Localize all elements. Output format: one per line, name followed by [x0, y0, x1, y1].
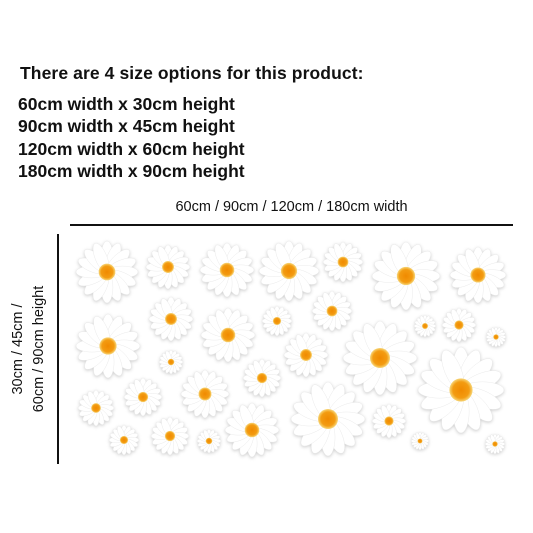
daisy-center: [384, 416, 394, 426]
daisy-center: [167, 358, 175, 366]
daisy-center: [256, 372, 268, 384]
daisy-center: [98, 263, 116, 281]
daisy-center: [449, 378, 473, 402]
daisy-center: [280, 262, 298, 280]
daisy-center: [137, 391, 149, 403]
daisy-center: [164, 430, 176, 442]
daisy-decal: [148, 296, 194, 342]
daisy-decal: [322, 241, 364, 283]
daisy-decal: [196, 428, 222, 454]
daisy-center: [300, 349, 312, 361]
daisy-center: [493, 334, 499, 340]
daisy-decal: [410, 431, 430, 451]
daisy-decal: [449, 246, 507, 304]
daisy-center: [165, 313, 177, 325]
size-option: 90cm width x 45cm height: [18, 116, 235, 137]
daisy-decal: [258, 240, 320, 302]
daisy-center: [396, 266, 416, 286]
daisy-decal: [342, 320, 418, 396]
daisy-decal: [311, 290, 353, 332]
size-options-heading: There are 4 size options for this produc…: [20, 63, 364, 83]
size-option: 120cm width x 60cm height: [18, 138, 245, 159]
daisy-center: [91, 403, 101, 413]
daisy-decal: [200, 307, 256, 363]
daisy-center: [198, 387, 212, 401]
daisy-center: [119, 435, 129, 445]
daisy-decal: [413, 314, 437, 338]
daisy-decal: [108, 424, 140, 456]
width-dimension-line: [70, 224, 513, 226]
daisy-center: [99, 337, 117, 355]
daisy-decal: [199, 242, 255, 298]
daisy-decal: [75, 313, 141, 379]
daisy-decal: [180, 369, 230, 419]
daisy-decal: [224, 402, 280, 458]
daisy-center: [454, 320, 464, 330]
daisy-decal: [441, 307, 477, 343]
daisy-decal: [75, 240, 139, 304]
daisy-decal: [145, 244, 191, 290]
daisy-center: [272, 316, 282, 326]
daisy-center: [220, 327, 236, 343]
daisy-decal: [371, 241, 441, 311]
daisy-decal: [242, 358, 282, 398]
daisy-center: [318, 409, 338, 429]
daisy-center: [492, 441, 498, 447]
daisy-decal: [77, 389, 115, 427]
daisy-decal: [290, 381, 366, 457]
daisy-center: [422, 323, 428, 329]
daisy-decal: [261, 305, 293, 337]
daisy-decal: [283, 332, 329, 378]
daisy-decal: [484, 433, 506, 455]
daisy-center: [219, 262, 235, 278]
daisy-center: [326, 305, 338, 317]
width-dimension-label: 60cm / 90cm / 120cm / 180cm width: [175, 199, 408, 215]
daisy-center: [470, 267, 486, 283]
size-option: 60cm width x 30cm height: [18, 94, 235, 114]
height-dimension-line: [57, 234, 59, 464]
size-option: 180cm width x 90cm height: [18, 160, 245, 181]
daisy-center: [244, 422, 260, 438]
daisy-center: [205, 437, 213, 445]
daisy-decal: [158, 349, 184, 375]
daisy-center: [417, 438, 423, 444]
daisy-decal: [123, 377, 163, 417]
daisy-decal: [150, 416, 190, 456]
daisy-center: [337, 256, 349, 268]
daisy-center: [162, 261, 174, 273]
daisy-decal: [417, 346, 505, 434]
daisy-decal: [371, 403, 407, 439]
size-options-list: 60cm width x 30cm height 90cm width x 45…: [18, 93, 245, 182]
daisy-decal: [485, 326, 507, 348]
daisy-center: [370, 348, 390, 368]
